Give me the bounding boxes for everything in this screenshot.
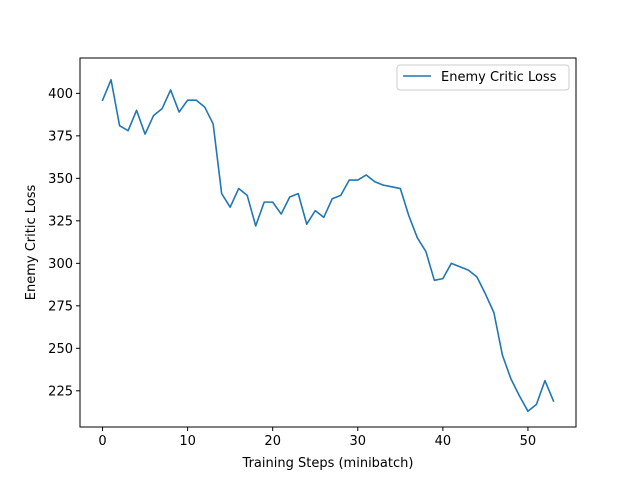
x-tick-label: 10 [179, 434, 196, 449]
y-axis-ticks: 225 250 275 300 325 350 375 400 [48, 87, 80, 399]
axes-frame [79, 57, 577, 428]
y-tick-label: 250 [48, 342, 73, 357]
legend-box [396, 64, 570, 91]
legend-label: Enemy Critic Loss [441, 70, 557, 85]
x-tick-label: 20 [264, 434, 281, 449]
y-tick-label: 300 [48, 257, 73, 272]
series-line [101, 78, 555, 412]
x-axis-ticks: 0 10 20 30 40 50 [98, 427, 536, 449]
y-tick-label: 350 [48, 172, 73, 187]
y-tick-label: 225 [48, 384, 73, 399]
legend: Enemy Critic Loss [396, 64, 570, 91]
y-tick-label: 375 [48, 129, 73, 144]
y-tick-label: 325 [48, 214, 73, 229]
y-tick-label: 400 [48, 87, 73, 102]
x-tick-label: 50 [520, 434, 537, 449]
x-tick-label: 40 [435, 434, 452, 449]
y-axis-label: Enemy Critic Loss [24, 185, 39, 301]
series-layer [101, 78, 555, 412]
x-axis-label: Training Steps (minibatch) [242, 456, 414, 471]
plot-area [79, 57, 577, 428]
x-tick-label: 30 [350, 434, 367, 449]
x-tick-label: 0 [98, 434, 106, 449]
y-tick-label: 275 [48, 299, 73, 314]
